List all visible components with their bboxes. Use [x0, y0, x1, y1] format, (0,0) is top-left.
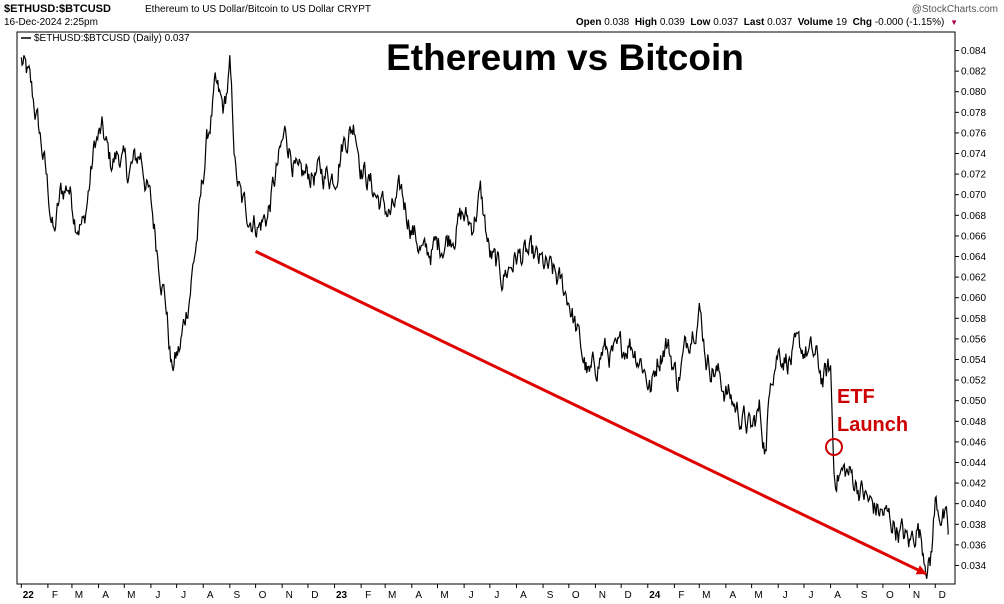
open-label: Open — [575, 17, 602, 28]
high-value: 0.039 — [659, 17, 685, 28]
x-tick-label: S — [547, 590, 554, 601]
x-tick-label: N — [913, 590, 920, 601]
x-tick-label: M — [754, 590, 762, 601]
x-tick-label: 23 — [336, 590, 348, 601]
x-tick-label: F — [678, 590, 684, 601]
x-tick-label: S — [861, 590, 868, 601]
x-tick-label: J — [469, 590, 474, 601]
plot-frame — [16, 31, 956, 585]
x-tick-label: A — [207, 590, 214, 601]
y-tick-label: 0.050 — [961, 396, 986, 407]
x-tick-label: O — [886, 590, 894, 601]
legend-label: $ETHUSD:$BTCUSD (Daily) 0.037 — [34, 33, 190, 44]
x-tick-label: 24 — [649, 590, 661, 601]
x-tick-label: A — [102, 590, 109, 601]
x-tick-label: M — [702, 590, 710, 601]
y-tick-label: 0.078 — [961, 108, 986, 119]
x-tick-label: M — [75, 590, 83, 601]
x-tick-label: M — [440, 590, 448, 601]
x-tick-label: M — [388, 590, 396, 601]
y-tick-label: 0.042 — [961, 479, 986, 490]
y-tick-label: 0.076 — [961, 128, 986, 139]
low-value: 0.037 — [713, 17, 739, 28]
quote-bar: Open 0.038 High 0.039 Low 0.037 Last 0.0… — [576, 17, 958, 28]
x-tick-label: J — [783, 590, 788, 601]
y-tick-label: 0.046 — [961, 437, 986, 448]
y-tick-label: 0.036 — [961, 540, 986, 551]
y-tick-label: 0.084 — [961, 46, 986, 57]
y-tick-label: 0.056 — [961, 334, 986, 345]
y-tick-label: 0.072 — [961, 170, 986, 181]
volume-value: 19 — [835, 17, 848, 28]
x-tick-label: N — [286, 590, 293, 601]
y-tick-label: 0.082 — [961, 67, 986, 78]
y-tick-label: 0.058 — [961, 314, 986, 325]
x-tick-label: D — [311, 590, 318, 601]
chg-label: Chg — [852, 17, 873, 28]
x-tick-label: F — [52, 590, 58, 601]
chart-description: Ethereum to US Dollar/Bitcoin to US Doll… — [145, 4, 372, 15]
x-tick-label: A — [520, 590, 527, 601]
x-tick-label: O — [572, 590, 580, 601]
x-tick-label: 22 — [23, 590, 35, 601]
high-label: High — [634, 17, 658, 28]
y-tick-label: 0.052 — [961, 376, 986, 387]
x-tick-label: N — [599, 590, 606, 601]
y-tick-label: 0.062 — [961, 273, 986, 284]
x-tick-label: D — [939, 590, 946, 601]
y-tick-label: 0.048 — [961, 417, 986, 428]
open-value: 0.038 — [604, 17, 630, 28]
x-tick-label: J — [808, 590, 813, 601]
x-tick-label: S — [233, 590, 240, 601]
x-tick-label: F — [365, 590, 371, 601]
down-arrow-icon: ▼ — [950, 18, 958, 27]
y-tick-label: 0.040 — [961, 499, 986, 510]
y-tick-label: 0.064 — [961, 252, 986, 263]
y-tick-label: 0.080 — [961, 87, 986, 98]
price-line-series — [20, 55, 949, 579]
volume-label: Volume — [797, 17, 834, 28]
y-tick-label: 0.038 — [961, 520, 986, 531]
etf-label-line1: ETF — [837, 386, 875, 408]
x-tick-label: A — [834, 590, 841, 601]
x-tick-label: O — [259, 590, 267, 601]
chart-symbol: $ETHUSD:$BTCUSD — [4, 3, 111, 15]
chg-value: -0.000 (-1.15%) — [874, 17, 945, 28]
y-tick-label: 0.044 — [961, 458, 986, 469]
x-tick-label: A — [415, 590, 422, 601]
y-tick-label: 0.074 — [961, 149, 986, 160]
x-tick-label: M — [127, 590, 135, 601]
x-tick-label: J — [181, 590, 186, 601]
etf-launch-marker — [824, 438, 843, 457]
y-tick-label: 0.070 — [961, 190, 986, 201]
chart-title: Ethereum vs Bitcoin — [386, 37, 744, 78]
downtrend-arrow — [254, 250, 927, 576]
low-label: Low — [690, 17, 711, 28]
etf-label-line2: Launch — [837, 414, 908, 436]
copyright-label: @StockCharts.com — [911, 4, 998, 15]
y-tick-label: 0.060 — [961, 293, 986, 304]
last-label: Last — [743, 17, 765, 28]
y-tick-label: 0.054 — [961, 355, 986, 366]
y-tick-label: 0.068 — [961, 211, 986, 222]
y-tick-label: 0.066 — [961, 231, 986, 242]
y-tick-label: 0.034 — [961, 561, 986, 572]
x-tick-label: A — [730, 590, 737, 601]
x-tick-label: D — [625, 590, 632, 601]
last-value: 0.037 — [767, 17, 793, 28]
x-tick-label: J — [494, 590, 499, 601]
x-tick-label: J — [155, 590, 160, 601]
chart-datestamp: 16-Dec-2024 2:25pm — [4, 17, 98, 28]
